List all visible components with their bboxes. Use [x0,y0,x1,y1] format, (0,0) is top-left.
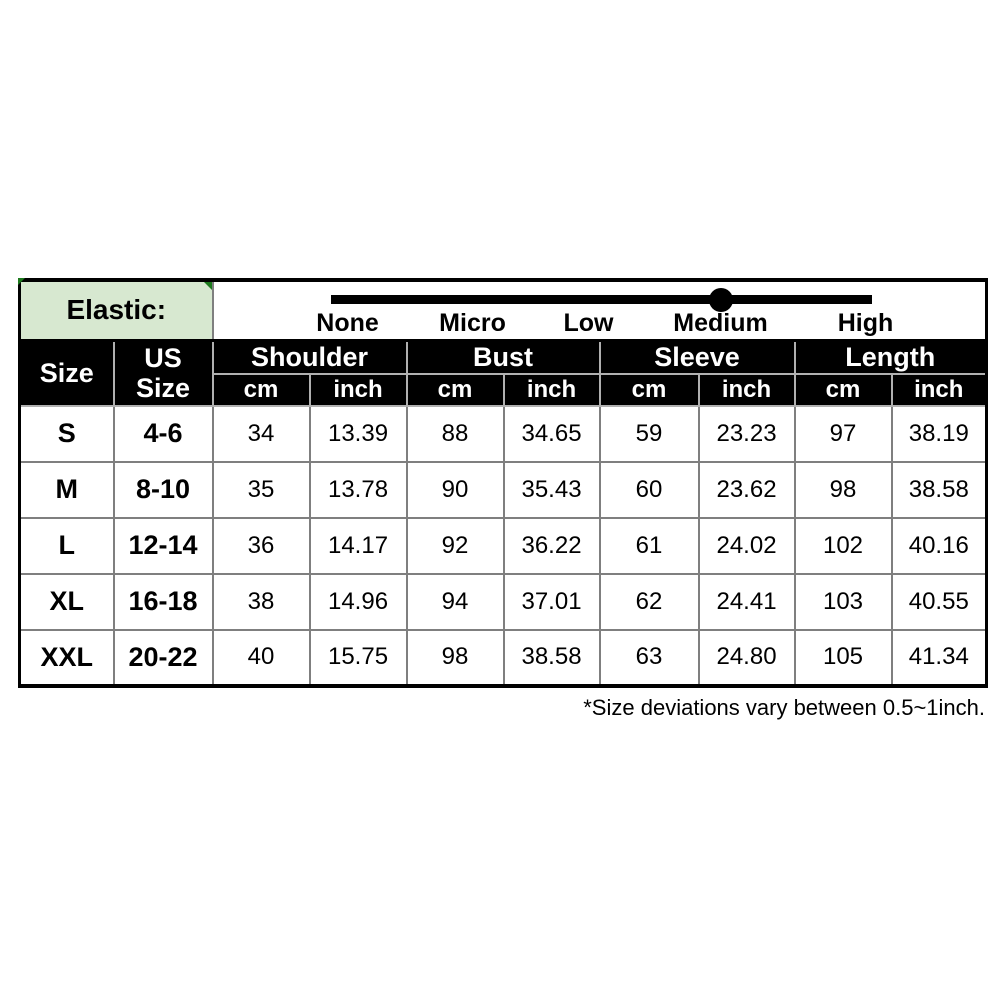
cell-bust-inch: 38.58 [502,628,601,687]
cell-sleeve-inch: 23.62 [697,460,796,519]
cell-length-inch: 38.19 [890,404,988,463]
cell-length-inch: 38.58 [890,460,988,519]
col-header-bust: Bust [405,339,601,375]
elastic-row: Elastic: None Micro Low Medium High [18,279,988,342]
cell-length-cm: 103 [793,572,893,631]
cell-shoulder-inch: 14.96 [308,572,408,631]
size-row-m: M 8-10 35 13.78 90 35.43 60 23.62 98 38.… [18,460,988,519]
cell-shoulder-cm: 40 [211,628,311,687]
size-chart-table: Elastic: None Micro Low Medium High Size… [18,278,989,688]
elastic-level-micro: Micro [439,308,506,337]
cell-size: XXL [18,628,115,687]
header-units-row: cm inch cm inch cm inch cm inch [20,372,988,407]
elastic-level-high: High [837,308,894,337]
size-row-xxl: XXL 20-22 40 15.75 98 38.58 63 24.80 105… [18,628,988,687]
size-row-l: L 12-14 36 14.17 92 36.22 61 24.02 102 4… [18,516,988,575]
cell-sleeve-inch: 24.80 [697,628,796,687]
unit-header-inch: inch [502,372,601,407]
header-group-row: Size US Size Shoulder Bust Sleeve Length [18,339,988,407]
unit-header-inch: inch [308,372,408,407]
cell-bust-cm: 90 [405,460,505,519]
cell-shoulder-inch: 13.78 [308,460,408,519]
corner-artifact-icon [18,278,25,285]
cell-bust-inch: 37.01 [502,572,601,631]
unit-header-cm: cm [793,372,893,407]
col-header-sleeve: Sleeve [598,339,796,375]
unit-header-cm: cm [598,372,700,407]
cell-bust-cm: 88 [405,404,505,463]
size-deviation-note: *Size deviations vary between 0.5~1inch. [583,694,985,720]
cell-us-size: 4-6 [112,404,214,463]
cell-length-inch: 41.34 [890,628,988,687]
cell-us-size: 8-10 [112,460,214,519]
cell-bust-cm: 92 [405,516,505,575]
unit-header-inch: inch [697,372,796,407]
cell-bust-cm: 94 [405,572,505,631]
elastic-label: Elastic: [18,279,214,342]
cell-shoulder-cm: 34 [211,404,311,463]
col-header-length: Length [793,339,988,375]
cell-length-cm: 105 [793,628,893,687]
cell-length-cm: 97 [793,404,893,463]
cell-sleeve-inch: 24.02 [697,516,796,575]
cell-bust-inch: 34.65 [502,404,601,463]
cell-length-cm: 102 [793,516,893,575]
cell-us-size: 12-14 [112,516,214,575]
cell-sleeve-cm: 60 [598,460,700,519]
unit-header-cm: cm [211,372,311,407]
size-row-xl: XL 16-18 38 14.96 94 37.01 62 24.41 103 … [18,572,988,631]
cell-sleeve-cm: 62 [598,572,700,631]
elastic-slider-knob [708,288,733,312]
cell-size: XL [18,572,115,631]
unit-header-cm: cm [405,372,505,407]
cell-shoulder-cm: 35 [211,460,311,519]
cell-shoulder-inch: 15.75 [308,628,408,687]
col-header-us-size: US Size [112,339,214,407]
unit-header-inch: inch [890,372,988,407]
elastic-level-none: None [316,308,379,337]
cell-shoulder-inch: 14.17 [308,516,408,575]
cell-size: L [18,516,115,575]
cell-length-inch: 40.55 [890,572,988,631]
elastic-scale: None Micro Low Medium High [211,279,988,342]
cell-size: S [18,404,115,463]
cell-size: M [18,460,115,519]
cell-sleeve-inch: 23.23 [697,404,796,463]
cell-bust-cm: 98 [405,628,505,687]
cell-us-size: 20-22 [112,628,214,687]
col-header-size: Size [18,339,115,407]
col-header-shoulder: Shoulder [211,339,408,375]
cell-sleeve-cm: 63 [598,628,700,687]
cell-shoulder-cm: 38 [211,572,311,631]
cell-shoulder-inch: 13.39 [308,404,408,463]
cell-length-cm: 98 [793,460,893,519]
cell-sleeve-cm: 59 [598,404,700,463]
cell-bust-inch: 35.43 [502,460,601,519]
cell-length-inch: 40.16 [890,516,988,575]
cell-sleeve-inch: 24.41 [697,572,796,631]
cell-us-size: 16-18 [112,572,214,631]
cell-shoulder-cm: 36 [211,516,311,575]
elastic-slider-track [330,295,872,304]
size-row-s: S 4-6 34 13.39 88 34.65 59 23.23 97 38.1… [18,404,988,463]
elastic-level-low: Low [563,308,614,337]
size-chart: Elastic: None Micro Low Medium High Size… [18,278,989,721]
elastic-level-medium: Medium [673,308,768,337]
cell-sleeve-cm: 61 [598,516,700,575]
cell-bust-inch: 36.22 [502,516,601,575]
